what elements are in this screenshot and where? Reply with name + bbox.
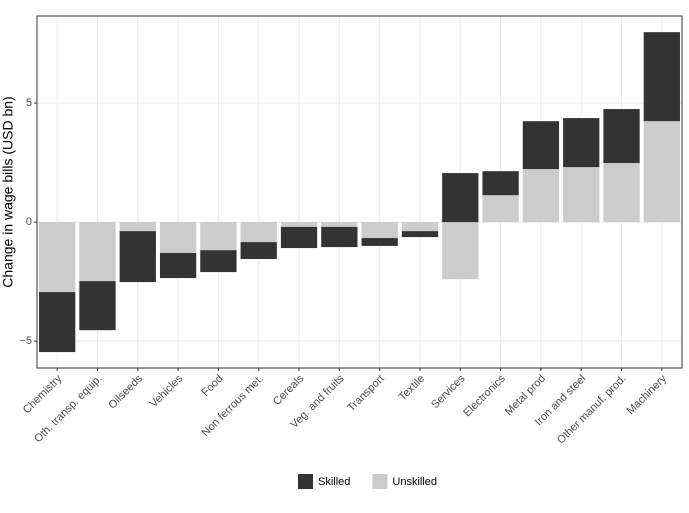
bar [643, 32, 680, 122]
bar [119, 222, 156, 232]
bar [442, 222, 479, 280]
x-tick-label: Oilseeds [106, 372, 145, 411]
bar [482, 195, 519, 223]
bar [159, 222, 197, 254]
bar [401, 231, 439, 238]
bar [159, 253, 197, 279]
bar [643, 121, 680, 223]
bar [119, 231, 156, 283]
bar [280, 222, 318, 227]
bar [39, 222, 76, 293]
bar [280, 226, 318, 249]
x-tick-label: Services [429, 372, 468, 411]
bar [79, 222, 116, 282]
panel-border [36, 15, 683, 369]
bar [482, 171, 519, 196]
x-tick-label: Vehicles [148, 372, 186, 410]
y-tick-label: 5 [26, 97, 32, 109]
bar [361, 222, 398, 239]
bar [200, 222, 237, 251]
y-axis-label: Change in wage bills (USD bn) [0, 96, 16, 287]
legend-swatch [372, 474, 388, 489]
x-tick-label: Cereals [271, 372, 307, 408]
legend-label: Skilled [318, 476, 350, 488]
bar [442, 173, 479, 223]
bar [361, 238, 398, 246]
bar [321, 222, 358, 227]
bar [522, 169, 560, 223]
bar [603, 109, 640, 164]
x-tick-label: Electronics [461, 372, 508, 419]
bar [240, 242, 277, 259]
bar [321, 226, 358, 248]
bar [563, 167, 600, 223]
x-tick-label: Textile [397, 373, 428, 404]
bar [401, 222, 439, 232]
bar [563, 118, 600, 168]
y-tick-label: 0 [26, 216, 32, 228]
legend-label: Unskilled [392, 476, 437, 488]
bar [240, 222, 277, 243]
bar [39, 292, 76, 353]
x-tick-label: Other manuf. prod. [555, 373, 629, 447]
bar [79, 281, 116, 331]
y-tick-label: −5 [19, 335, 32, 347]
x-tick-label: Oth. transp. equip. [32, 373, 104, 445]
bar [200, 250, 237, 273]
x-tick-label: Food [199, 373, 225, 399]
legend-swatch [298, 474, 313, 489]
x-tick-label: Machinery [625, 372, 670, 417]
bar [522, 121, 560, 170]
bar [603, 163, 640, 223]
x-tick-label: Transport [345, 373, 386, 414]
